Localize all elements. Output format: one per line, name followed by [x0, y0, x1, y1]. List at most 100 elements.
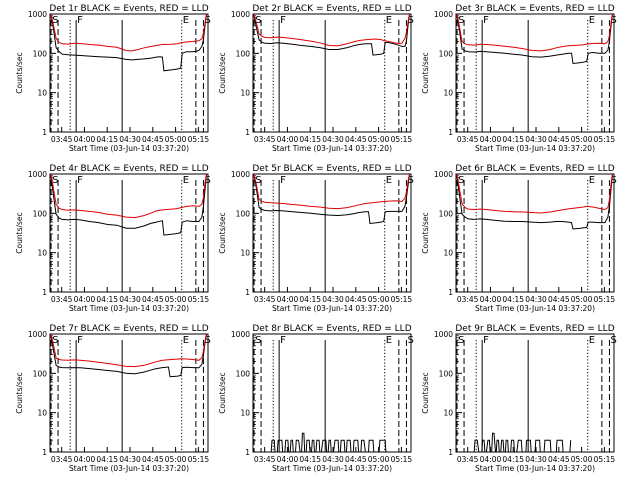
x-tick-label: 05:00: [571, 295, 593, 304]
x-tick-label: 04:00: [74, 295, 96, 304]
y-tick-label: 1000: [434, 330, 453, 339]
detector-panel-9: Det 9r BLACK = Events, RED = LLD 1 10 100 10…: [421, 324, 617, 473]
marker-label: F: [77, 335, 83, 346]
x-axis-label: Start Time (03-Jun-14 03:37:20): [272, 144, 392, 153]
y-tick-label: 100: [439, 49, 454, 58]
y-tick-label: 1000: [231, 330, 250, 339]
x-axis-label: Start Time (03-Jun-14 03:37:20): [272, 464, 392, 473]
marker-label: F: [280, 15, 286, 26]
marker-label: E: [386, 175, 392, 186]
x-tick-label: 03:45: [457, 135, 479, 144]
panel-title: Det 9r BLACK = Events, RED = LLD: [455, 324, 614, 334]
marker-label: F: [483, 335, 489, 346]
lld-series-line: [50, 13, 207, 52]
x-tick-label: 04:45: [345, 295, 367, 304]
detector-panel-2: Det 2r BLACK = Events, RED = LLD 1 10 100 10…: [218, 4, 414, 153]
x-tick-label: 04:15: [96, 455, 118, 464]
y-tick-label: 10: [443, 409, 453, 418]
x-axis-label: Start Time (03-Jun-14 03:37:20): [69, 304, 189, 313]
x-tick-label: 05:00: [571, 455, 593, 464]
marker-label: S: [458, 335, 464, 346]
events-series-line: [253, 173, 410, 225]
y-tick-label: 10: [443, 249, 453, 258]
x-tick-label: 04:45: [548, 455, 570, 464]
marker-label: E: [183, 175, 189, 186]
x-tick-label: 04:00: [277, 455, 299, 464]
x-tick-label: 04:30: [525, 295, 547, 304]
marker-label: E: [589, 335, 595, 346]
marker-label: E: [386, 15, 392, 26]
events-series-line: [253, 13, 410, 56]
events-series-line: [270, 432, 387, 453]
x-axis-label: Start Time (03-Jun-14 03:37:20): [272, 304, 392, 313]
plot-frame: [455, 13, 615, 133]
y-tick-label: 100: [236, 209, 251, 218]
y-tick-label: 1000: [434, 170, 453, 179]
x-tick-label: 04:00: [277, 135, 299, 144]
x-tick-label: 05:00: [368, 135, 390, 144]
marker-label: S: [407, 175, 413, 186]
detector-panel-1: Det 1r BLACK = Events, RED = LLD 1 10 100 10…: [15, 4, 211, 153]
x-tick-label: 05:15: [188, 295, 210, 304]
x-tick-label: 04:00: [480, 135, 502, 144]
lld-series-line: [253, 13, 410, 47]
lld-series-line: [253, 173, 410, 210]
x-tick-label: 04:30: [119, 135, 141, 144]
detector-panel-7: Det 7r BLACK = Events, RED = LLD 1 10 100 10…: [15, 324, 211, 473]
y-tick-label: 100: [236, 49, 251, 58]
x-tick-label: 03:45: [254, 135, 276, 144]
x-tick-label: 04:45: [345, 135, 367, 144]
x-tick-label: 04:15: [502, 455, 524, 464]
y-tick-label: 100: [33, 49, 48, 58]
detector-panel-8: Det 8r BLACK = Events, RED = LLD 1 10 100 10…: [218, 324, 414, 473]
marker-label: E: [183, 15, 189, 26]
marker-label: E: [183, 335, 189, 346]
x-tick-label: 05:15: [391, 455, 413, 464]
plot-frame: [252, 333, 412, 453]
y-axis-label: Counts/sec: [15, 372, 24, 413]
marker-label: E: [386, 335, 392, 346]
x-tick-label: 04:30: [525, 135, 547, 144]
marker-label: S: [610, 175, 616, 186]
x-tick-label: 04:15: [299, 135, 321, 144]
marker-label: S: [407, 335, 413, 346]
y-tick-label: 1000: [28, 170, 47, 179]
x-tick-label: 05:00: [368, 295, 390, 304]
marker-label: S: [52, 335, 58, 346]
x-tick-label: 05:15: [594, 295, 616, 304]
y-tick-label: 10: [443, 89, 453, 98]
y-tick-label: 10: [37, 409, 47, 418]
x-tick-label: 04:45: [345, 455, 367, 464]
events-series-line: [456, 173, 613, 230]
y-tick-label: 1000: [434, 10, 453, 19]
detector-panel-5: Det 5r BLACK = Events, RED = LLD 1 10 100 10…: [218, 164, 414, 313]
plot-frame: [455, 333, 615, 453]
panel-title: Det 6r BLACK = Events, RED = LLD: [455, 164, 614, 174]
y-tick-label: 1: [245, 128, 250, 137]
marker-label: S: [204, 335, 210, 346]
marker-label: S: [204, 175, 210, 186]
x-tick-label: 05:15: [391, 135, 413, 144]
x-tick-label: 03:45: [254, 295, 276, 304]
plot-frame: [49, 333, 209, 453]
x-tick-label: 04:00: [74, 135, 96, 144]
marker-label: F: [280, 175, 286, 186]
marker-label: S: [458, 15, 464, 26]
y-tick-label: 10: [37, 249, 47, 258]
y-axis-label: Counts/sec: [15, 212, 24, 253]
x-tick-label: 05:00: [571, 135, 593, 144]
y-tick-label: 10: [240, 409, 250, 418]
y-tick-label: 1: [448, 128, 453, 137]
x-axis-label: Start Time (03-Jun-14 03:37:20): [475, 464, 595, 473]
y-tick-label: 10: [240, 249, 250, 258]
events-series-line: [50, 13, 207, 72]
x-tick-label: 04:15: [502, 295, 524, 304]
x-axis-label: Start Time (03-Jun-14 03:37:20): [69, 144, 189, 153]
marker-label: S: [610, 15, 616, 26]
x-tick-label: 04:30: [119, 455, 141, 464]
x-tick-label: 04:45: [548, 295, 570, 304]
y-axis-label: Counts/sec: [421, 52, 430, 93]
x-tick-label: 05:15: [594, 135, 616, 144]
y-axis-label: Counts/sec: [421, 212, 430, 253]
